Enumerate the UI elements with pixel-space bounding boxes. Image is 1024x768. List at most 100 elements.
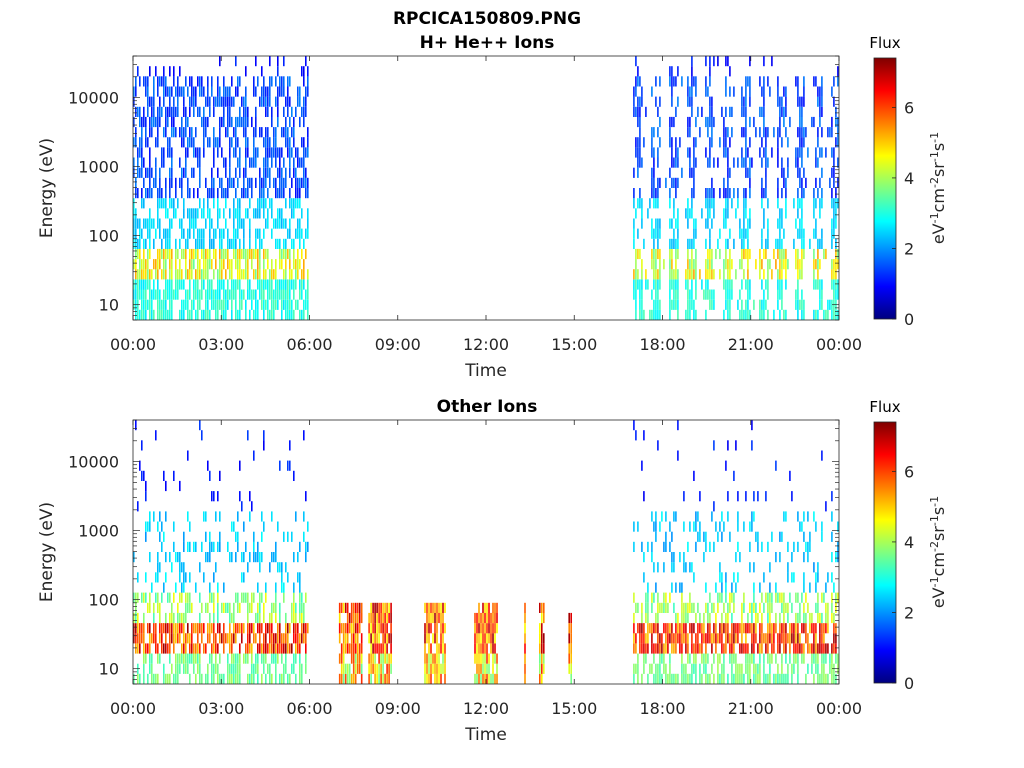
flux-cell — [161, 521, 163, 532]
flux-cell — [659, 228, 661, 239]
flux-cell — [807, 643, 809, 654]
flux-cell — [787, 612, 789, 624]
flux-cell — [352, 602, 355, 613]
flux-cell — [247, 612, 249, 624]
flux-cell — [649, 663, 651, 674]
flux-cell — [135, 137, 137, 148]
flux-cell — [767, 228, 769, 239]
flux-cell — [751, 623, 753, 634]
flux-cell — [301, 673, 303, 684]
flux-cell — [671, 248, 673, 260]
flux-cell — [275, 673, 277, 684]
flux-cell — [717, 531, 719, 542]
flux-cell — [813, 279, 815, 290]
flux-cell — [181, 228, 183, 239]
flux-cell — [785, 96, 787, 107]
flux-cell — [219, 259, 221, 270]
flux-cell — [699, 531, 701, 542]
flux-cell — [799, 602, 801, 613]
flux-cell — [426, 673, 428, 684]
flux-cell — [155, 259, 157, 270]
flux-cell — [821, 86, 823, 97]
flux-cell — [153, 76, 155, 87]
panel-other-ions: Other Ions 00:00 03:00 06:00 09:00 12:00 15:0… — [37, 397, 948, 745]
flux-cell — [235, 228, 237, 239]
flux-cell — [643, 623, 645, 634]
flux-cell — [647, 208, 649, 219]
flux-cell — [159, 198, 161, 209]
flux-cell — [261, 188, 263, 199]
flux-cell — [193, 663, 195, 674]
flux-cell — [157, 552, 159, 563]
flux-cell — [821, 76, 823, 87]
flux-cell — [687, 96, 689, 107]
flux-cell — [219, 56, 221, 67]
flux-cell — [207, 309, 209, 320]
flux-cell — [725, 56, 727, 67]
flux-cell — [287, 228, 289, 239]
flux-cell — [749, 116, 751, 128]
flux-cell — [293, 612, 295, 624]
flux-cell — [233, 127, 235, 138]
flux-cell — [189, 76, 191, 87]
flux-cell — [831, 531, 833, 542]
flux-cell — [267, 147, 269, 158]
flux-cell — [275, 157, 277, 168]
flux-cell — [219, 248, 221, 260]
colorbar-tick-label: 4 — [904, 169, 914, 188]
flux-cell — [779, 612, 781, 624]
flux-cell — [480, 653, 482, 664]
flux-cell — [253, 552, 255, 563]
flux-cell — [807, 663, 809, 674]
flux-cell — [767, 643, 769, 654]
flux-cell — [211, 289, 213, 300]
flux-cell — [494, 612, 496, 624]
flux-cell — [215, 299, 217, 310]
flux-cell — [747, 612, 749, 624]
flux-cell — [687, 653, 689, 664]
flux-cell — [141, 309, 143, 320]
flux-cell — [151, 116, 153, 128]
flux-cell — [753, 511, 755, 522]
flux-cell — [197, 623, 199, 634]
flux-cell — [281, 279, 283, 290]
flux-cell — [647, 633, 649, 644]
flux-cell — [187, 116, 189, 128]
flux-cell — [237, 177, 239, 188]
flux-cell — [699, 521, 701, 532]
flux-cell — [709, 198, 711, 209]
flux-cell — [207, 602, 209, 613]
flux-cell — [149, 511, 151, 522]
flux-cell — [681, 663, 683, 674]
flux-cell — [165, 188, 167, 199]
flux-cell — [781, 531, 783, 542]
flux-cell — [490, 643, 492, 654]
flux-cell — [767, 623, 769, 634]
flux-cell — [303, 309, 305, 320]
flux-cell — [713, 289, 715, 300]
flux-cell — [231, 552, 233, 563]
flux-cell — [261, 198, 263, 209]
flux-cell — [169, 147, 171, 158]
flux-cell — [655, 663, 657, 674]
flux-cell — [211, 643, 213, 654]
flux-cell — [372, 643, 374, 654]
flux-cell — [151, 269, 153, 280]
flux-cell — [281, 582, 283, 593]
flux-cell — [291, 127, 293, 138]
flux-cell — [735, 440, 737, 451]
flux-cell — [695, 259, 697, 270]
flux-cell — [368, 612, 370, 624]
flux-cell — [641, 96, 643, 107]
flux-cell — [665, 673, 667, 684]
flux-cell — [637, 66, 639, 77]
flux-cell — [801, 198, 803, 209]
flux-cell — [681, 76, 683, 87]
flux-cell — [249, 309, 251, 320]
flux-cell — [245, 127, 247, 138]
flux-cell — [819, 289, 821, 300]
flux-cell — [813, 76, 815, 87]
flux-cell — [299, 218, 301, 229]
flux-cell — [733, 602, 735, 613]
flux-cell — [807, 633, 809, 644]
